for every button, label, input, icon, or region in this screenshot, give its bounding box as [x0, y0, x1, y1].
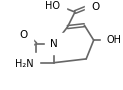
Text: HO: HO [45, 1, 60, 11]
Text: O: O [19, 31, 28, 40]
Text: OH: OH [107, 35, 122, 45]
Text: N: N [50, 39, 58, 49]
Text: H₂N: H₂N [15, 59, 34, 69]
Text: O: O [91, 2, 99, 12]
